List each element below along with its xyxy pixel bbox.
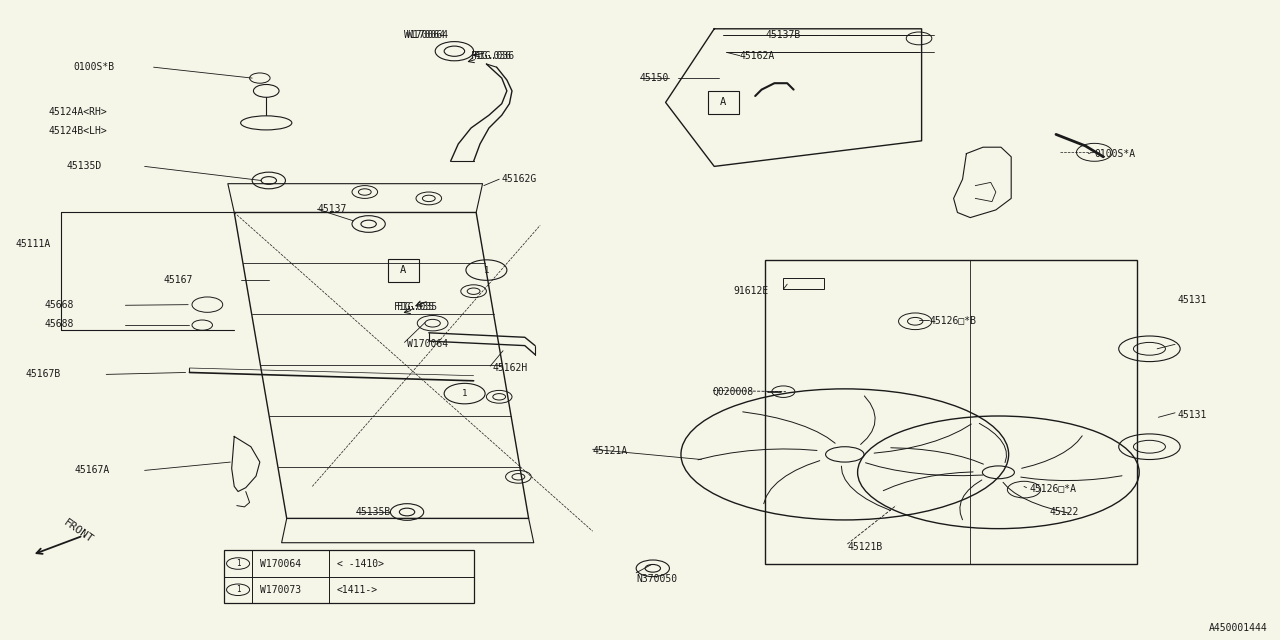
Text: 45122: 45122 xyxy=(1050,507,1079,517)
Text: A450001444: A450001444 xyxy=(1208,623,1267,634)
Text: 45688: 45688 xyxy=(45,319,74,330)
Bar xyxy=(765,260,1137,564)
Text: 91612E: 91612E xyxy=(733,286,769,296)
Text: FIG.035: FIG.035 xyxy=(397,302,438,312)
Text: 45167A: 45167A xyxy=(74,465,110,476)
Text: 1: 1 xyxy=(236,559,241,568)
Text: 45162A: 45162A xyxy=(740,51,776,61)
Text: 45162H: 45162H xyxy=(493,363,529,373)
Text: 45135B: 45135B xyxy=(356,507,392,517)
Text: 45167B: 45167B xyxy=(26,369,61,380)
Bar xyxy=(783,278,824,289)
Text: 45668: 45668 xyxy=(45,300,74,310)
Text: 45121B: 45121B xyxy=(847,542,883,552)
Text: 45126□*A: 45126□*A xyxy=(1029,483,1076,493)
Text: 45162G: 45162G xyxy=(502,174,538,184)
Text: 45124A<RH>: 45124A<RH> xyxy=(49,107,108,117)
Text: 45137B: 45137B xyxy=(765,30,801,40)
Text: W170064: W170064 xyxy=(407,30,448,40)
Text: 45131: 45131 xyxy=(1178,294,1207,305)
Text: W170073: W170073 xyxy=(260,585,301,595)
Text: 45135D: 45135D xyxy=(67,161,102,172)
Text: FIG.036: FIG.036 xyxy=(474,51,515,61)
Text: FIG.036: FIG.036 xyxy=(471,51,512,61)
Text: FIG.035: FIG.035 xyxy=(394,302,435,312)
Text: W170064: W170064 xyxy=(404,30,445,40)
Text: 45150: 45150 xyxy=(640,73,669,83)
Text: 1: 1 xyxy=(236,585,241,595)
Text: <1411->: <1411-> xyxy=(337,585,378,595)
Text: 45126□*B: 45126□*B xyxy=(929,315,977,325)
Bar xyxy=(708,91,739,114)
Text: 45124B<LH>: 45124B<LH> xyxy=(49,126,108,136)
Text: 1: 1 xyxy=(484,266,489,275)
Text: 45111A: 45111A xyxy=(15,239,51,250)
Text: N370050: N370050 xyxy=(636,574,677,584)
Text: 45137: 45137 xyxy=(317,204,347,214)
Text: 45121A: 45121A xyxy=(593,446,628,456)
Bar xyxy=(388,259,419,282)
Text: 0100S*B: 0100S*B xyxy=(73,62,114,72)
Text: 45131: 45131 xyxy=(1178,410,1207,420)
Text: 0100S*A: 0100S*A xyxy=(1094,148,1135,159)
Text: 1: 1 xyxy=(462,389,467,398)
Text: A: A xyxy=(401,265,406,275)
Text: W170064: W170064 xyxy=(260,559,301,568)
Bar xyxy=(224,550,474,603)
Text: A: A xyxy=(721,97,726,108)
Text: < -1410>: < -1410> xyxy=(337,559,384,568)
Text: FRONT: FRONT xyxy=(61,517,95,545)
Text: W170064: W170064 xyxy=(407,339,448,349)
Text: Q020008: Q020008 xyxy=(713,387,754,397)
Text: 45167: 45167 xyxy=(164,275,193,285)
